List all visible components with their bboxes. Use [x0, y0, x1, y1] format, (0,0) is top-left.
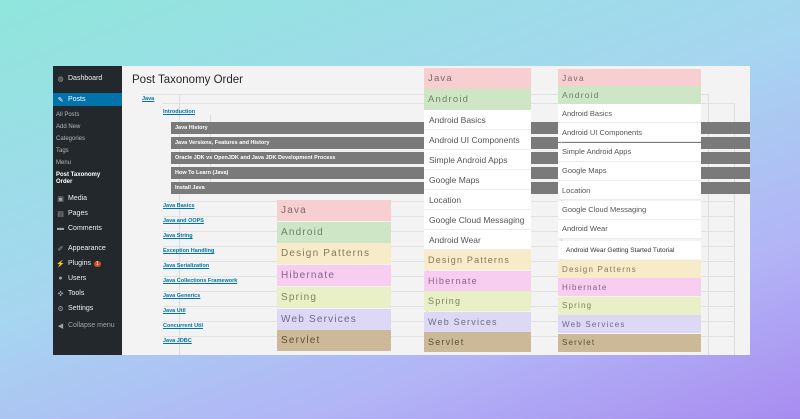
android-subcategory[interactable]: Location	[424, 190, 531, 210]
sidebar-item-posts[interactable]: ✎ Posts	[53, 93, 122, 106]
sidebar-item-comments[interactable]: ▬ Comments	[53, 222, 122, 235]
category-hibernate[interactable]: Hibernate	[558, 278, 701, 297]
sidebar-item-label: Comments	[68, 225, 102, 232]
sidebar-item-label: Tools	[68, 290, 85, 297]
android-subcategory[interactable]: Google Maps	[424, 170, 531, 190]
android-subcategory[interactable]: Android UI Components	[558, 123, 701, 143]
tree-item-topic[interactable]: Java Basics	[163, 203, 195, 209]
android-subcategory[interactable]: Simple Android Apps	[558, 142, 701, 162]
tree-item-topic[interactable]: Java Util	[163, 308, 186, 314]
category-menu-small: Java Android Design Patterns Hibernate Sprin…	[277, 200, 391, 352]
tree-item-topic[interactable]: Java Generics	[163, 293, 201, 299]
collapse-menu-button[interactable]: ◀ Collapse menu	[53, 319, 122, 332]
category-android[interactable]: Android	[558, 86, 701, 104]
submenu-item[interactable]: Menu	[56, 160, 72, 166]
tree-item-topic[interactable]: Java String	[163, 233, 193, 239]
tree-item-java[interactable]: Java	[142, 96, 155, 102]
pin-icon: ✎	[57, 96, 64, 104]
category-design-patterns[interactable]: Design Patterns	[424, 250, 531, 270]
tree-item-introduction[interactable]: Introduction	[163, 109, 196, 115]
collapse-icon: ◀	[57, 322, 64, 330]
category-hibernate[interactable]: Hibernate	[277, 265, 391, 287]
sidebar-item-tools[interactable]: ✜ Tools	[53, 287, 122, 300]
category-design-patterns[interactable]: Design Patterns	[558, 260, 701, 278]
sidebar-item-settings[interactable]: ⚙ Settings	[53, 302, 122, 315]
collapse-label: Collapse menu	[68, 322, 115, 329]
android-subcategory[interactable]: Android Basics	[558, 104, 701, 123]
sidebar-item-label: Media	[68, 195, 88, 202]
tree-item-topic[interactable]: Java Collections Framework	[163, 278, 238, 284]
sidebar-item-label: Pages	[68, 210, 88, 217]
plugin-icon: ⚡	[56, 260, 65, 268]
sidebar-item-plugins[interactable]: ⚡ Plugins 1	[53, 257, 122, 270]
tree-item-topic[interactable]: Java and OOPS	[163, 218, 204, 224]
tree-item-topic[interactable]: Concurrent Util	[163, 323, 204, 329]
submenu-item[interactable]: Tags	[56, 148, 69, 154]
tree-item-topic[interactable]: Java Serialization	[163, 263, 210, 269]
android-wear-child-item[interactable]: Android Wear Getting Started Tutorial	[558, 241, 701, 259]
android-subcategory[interactable]: Android Wear	[558, 219, 701, 239]
sidebar-item-label: Users	[68, 275, 87, 282]
sidebar-item-label: Appearance	[68, 245, 106, 252]
submenu-item[interactable]: All Posts	[56, 112, 80, 118]
tree-guide-line	[708, 94, 709, 355]
users-icon: ●	[58, 275, 63, 282]
sidebar-item-users[interactable]: ● Users	[53, 272, 122, 285]
settings-icon: ⚙	[57, 305, 64, 313]
category-web-services[interactable]: Web Services	[277, 308, 391, 330]
android-subcategory[interactable]: Google Cloud Messaging	[558, 200, 701, 220]
sidebar-item-label: Plugins	[68, 260, 91, 267]
sidebar-item-media[interactable]: ▣ Media	[53, 192, 122, 205]
sidebar-item-pages[interactable]: ▤ Pages	[53, 207, 122, 220]
submenu-item[interactable]: Post Taxonomy Order	[56, 172, 101, 185]
category-servlet[interactable]: Servlet	[424, 332, 531, 352]
category-design-patterns[interactable]: Design Patterns	[277, 243, 391, 265]
submenu-item[interactable]: Categories	[56, 136, 86, 142]
category-spring[interactable]: Spring	[424, 291, 531, 312]
android-subcategory[interactable]: Android UI Components	[424, 130, 531, 150]
android-subcategory[interactable]: Android Wear	[424, 230, 531, 250]
plugin-update-badge: 1	[93, 260, 101, 267]
tree-guide-line	[734, 103, 735, 355]
category-hibernate[interactable]: Hibernate	[424, 270, 531, 291]
category-menu-android-wear-expanded: Java Android Android Basics Android UI Comp…	[558, 69, 701, 352]
category-android[interactable]: Android	[424, 89, 531, 110]
wrench-icon: ✜	[57, 290, 64, 298]
android-subcategory[interactable]: Google Maps	[558, 161, 701, 181]
category-java[interactable]: Java	[424, 68, 531, 89]
media-icon: ▣	[57, 195, 64, 203]
admin-sidebar: ◍ Dashboard ✎ Posts ▣ Media ▤ Pages ▬ Comments ✐ Ap…	[53, 66, 122, 355]
category-servlet[interactable]: Servlet	[558, 333, 701, 352]
comment-icon: ▬	[57, 225, 64, 232]
sidebar-item-label: Settings	[68, 305, 94, 312]
category-java[interactable]: Java	[558, 69, 701, 86]
page-icon: ▤	[57, 210, 64, 218]
sidebar-item-label: Dashboard	[68, 75, 103, 82]
android-subcategory[interactable]: Android Basics	[424, 110, 531, 130]
android-subcategory[interactable]: Location	[558, 181, 701, 201]
category-android[interactable]: Android	[277, 221, 391, 243]
category-web-services[interactable]: Web Services	[424, 311, 531, 332]
android-subcategory[interactable]: Google Cloud Messaging	[424, 210, 531, 230]
page-title: Post Taxonomy Order	[132, 74, 244, 86]
android-subcategory[interactable]: Simple Android Apps	[424, 150, 531, 170]
sidebar-item-appearance[interactable]: ✐ Appearance	[53, 242, 122, 255]
category-servlet[interactable]: Servlet	[277, 330, 391, 352]
category-spring[interactable]: Spring	[277, 286, 391, 308]
tree-guide-line	[179, 94, 180, 355]
category-spring[interactable]: Spring	[558, 296, 701, 315]
category-java[interactable]: Java	[277, 200, 391, 221]
tree-item-topic[interactable]: Exception Handling	[163, 248, 215, 254]
sidebar-item-label: Posts	[68, 96, 86, 103]
category-web-services[interactable]: Web Services	[558, 315, 701, 334]
sidebar-item-dashboard[interactable]: ◍ Dashboard	[53, 72, 122, 85]
dashboard-icon: ◍	[57, 75, 64, 83]
category-menu-android-expanded: Java Android Android Basics Android UI Comp…	[424, 68, 531, 352]
brush-icon: ✐	[57, 245, 64, 253]
submenu-item[interactable]: Add New	[56, 124, 81, 130]
tree-item-topic[interactable]: Java JDBC	[163, 338, 192, 344]
